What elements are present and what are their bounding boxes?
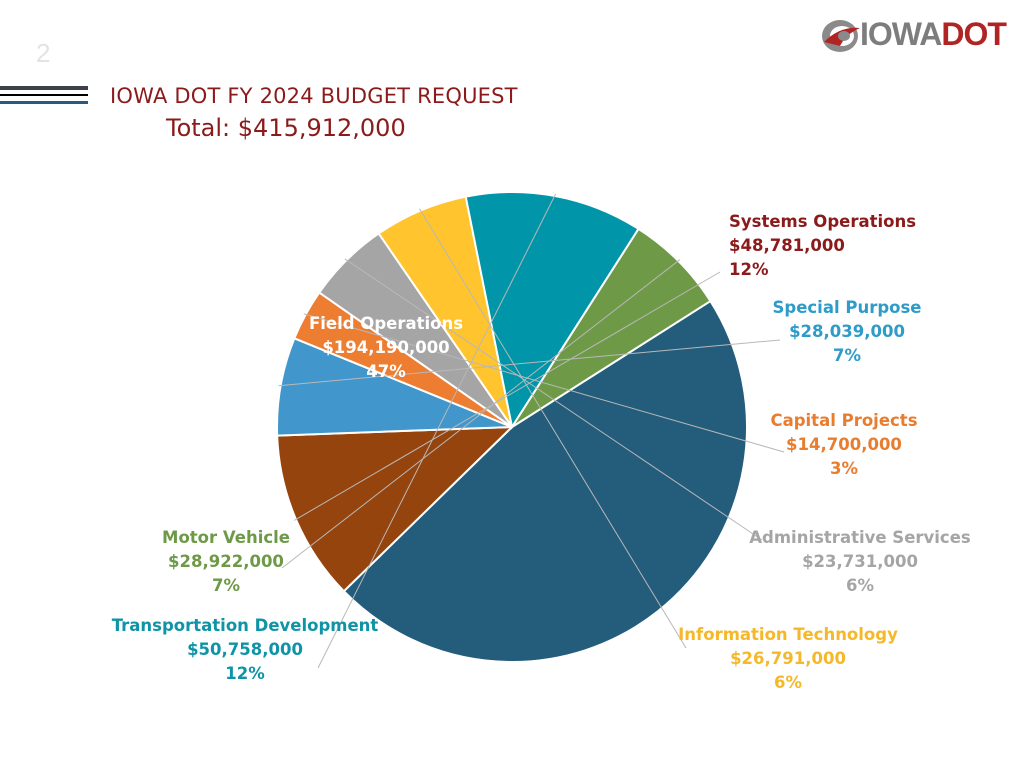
- label-percent: 47%: [366, 362, 406, 381]
- label-amount: $14,700,000: [786, 435, 902, 454]
- logo-text: IOWADOT: [860, 16, 1007, 53]
- logo-text-iowa: IOWA: [860, 16, 942, 52]
- iowa-dot-swoosh-icon: [822, 20, 860, 52]
- chart-title: IOWA DOT FY 2024 BUDGET REQUEST: [110, 84, 518, 108]
- label-percent: 12%: [729, 260, 769, 279]
- header-rule-dark: [0, 86, 88, 90]
- label-motor-vehicle: Motor Vehicle $28,922,000 7%: [162, 526, 290, 598]
- header-rule-black: [0, 94, 88, 96]
- label-special-purpose: Special Purpose $28,039,000 7%: [773, 296, 922, 368]
- label-amount: $50,758,000: [187, 640, 303, 659]
- label-name: Capital Projects: [770, 411, 918, 430]
- leader-line-information-technology: [419, 208, 687, 649]
- leader-line-administrative-services: [344, 258, 763, 541]
- label-name: Information Technology: [678, 625, 898, 644]
- leader-line-motor-vehicle: [281, 259, 681, 569]
- label-name: Systems Operations: [729, 212, 917, 231]
- label-name: Transportation Development: [111, 616, 379, 635]
- label-percent: 7%: [211, 576, 241, 595]
- label-systems-operations: Systems Operations $48,781,000 12%: [729, 210, 916, 282]
- chart-subtitle: Total: $415,912,000: [166, 114, 406, 142]
- label-amount: $194,190,000: [322, 338, 450, 357]
- label-percent: 7%: [832, 346, 861, 365]
- label-amount: $26,791,000: [730, 649, 846, 668]
- label-name: Administrative Services: [749, 528, 971, 547]
- label-percent: 6%: [845, 576, 874, 595]
- slide-number: 2: [36, 38, 51, 68]
- label-percent: 3%: [829, 459, 859, 478]
- header-rule-blue: [0, 101, 88, 104]
- label-information-technology: Information Technology $26,791,000 6%: [678, 623, 898, 695]
- label-percent: 6%: [773, 673, 802, 692]
- label-name: Field Operations: [308, 314, 464, 333]
- leader-line-special-purpose: [278, 339, 781, 387]
- label-amount: $28,922,000: [168, 552, 284, 571]
- leader-line-capital-projects: [303, 313, 785, 453]
- label-administrative-services: Administrative Services $23,731,000 6%: [749, 526, 970, 598]
- iowa-dot-logo: IOWADOT: [820, 14, 1010, 58]
- leader-line-systems-operations: [293, 271, 721, 521]
- leader-line-transportation-development: [317, 193, 557, 669]
- label-field-operations: Field Operations $194,190,000 47%: [309, 312, 463, 384]
- label-name: Motor Vehicle: [162, 528, 290, 547]
- label-capital-projects: Capital Projects $14,700,000 3%: [770, 409, 917, 481]
- label-transportation-development: Transportation Development $50,758,000 1…: [112, 614, 379, 686]
- pie-slice-field-operations: [342, 299, 748, 663]
- logo-text-dot: DOT: [941, 16, 1007, 52]
- pie-slice-transportation-development: [464, 191, 640, 430]
- label-amount: $28,039,000: [789, 322, 905, 341]
- label-amount: $48,781,000: [729, 236, 845, 255]
- label-amount: $23,731,000: [802, 552, 918, 571]
- label-name: Special Purpose: [772, 298, 922, 317]
- label-percent: 12%: [225, 664, 265, 683]
